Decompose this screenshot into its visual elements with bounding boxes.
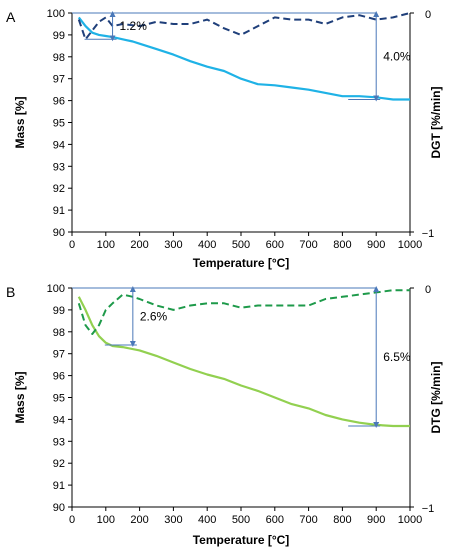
y-tick-label: 92 bbox=[53, 183, 65, 195]
series-line-dtg bbox=[77, 289, 410, 335]
series-line-mass bbox=[77, 16, 410, 101]
x-tick-label: 600 bbox=[266, 239, 284, 251]
y-tick-label: 97 bbox=[53, 349, 65, 361]
x-tick-label: 300 bbox=[164, 514, 182, 526]
y2-axis-title: DGT [%/min] bbox=[429, 87, 443, 159]
y-tick-label: 90 bbox=[53, 227, 65, 239]
y2-tick-label: −1 bbox=[422, 503, 435, 515]
x-tick-label: 900 bbox=[367, 514, 385, 526]
y-tick-label: 97 bbox=[53, 74, 65, 86]
series-line-mass bbox=[77, 296, 410, 428]
y-tick-label: 96 bbox=[53, 96, 65, 108]
annotation-label: 2.6% bbox=[140, 309, 168, 323]
y-tick-label: 100 bbox=[47, 283, 65, 295]
y-tick-label: 94 bbox=[53, 414, 65, 426]
y-tick-label: 91 bbox=[53, 205, 65, 217]
series-line-dtg bbox=[77, 12, 411, 41]
y-tick-label: 96 bbox=[53, 371, 65, 383]
x-tick-label: 100 bbox=[97, 239, 115, 251]
x-tick-label: 500 bbox=[232, 514, 250, 526]
y2-axis-title: DTG [%/min] bbox=[429, 362, 443, 434]
y-tick-label: 100 bbox=[47, 8, 65, 20]
panel-label: B bbox=[6, 284, 15, 300]
annotation-label: 1.2% bbox=[120, 19, 148, 33]
y-tick-label: 95 bbox=[53, 118, 65, 130]
x-tick-label: 900 bbox=[367, 239, 385, 251]
x-tick-label: 800 bbox=[333, 514, 351, 526]
x-tick-label: 400 bbox=[198, 514, 216, 526]
y-tick-label: 93 bbox=[53, 436, 65, 448]
panel-label: A bbox=[6, 9, 16, 25]
x-axis-title: Temperature [°C] bbox=[193, 256, 290, 270]
x-tick-label: 0 bbox=[69, 514, 75, 526]
y-tick-label: 94 bbox=[53, 139, 65, 151]
y-tick-label: 98 bbox=[53, 327, 65, 339]
y-tick-label: 92 bbox=[53, 458, 65, 470]
y-tick-label: 90 bbox=[53, 502, 65, 514]
y-axis-title: Mass [%] bbox=[13, 371, 27, 423]
x-tick-label: 1000 bbox=[398, 514, 422, 526]
x-tick-label: 1000 bbox=[398, 239, 422, 251]
x-tick-label: 500 bbox=[232, 239, 250, 251]
y-tick-label: 95 bbox=[53, 393, 65, 405]
annotation-label: 4.0% bbox=[383, 49, 411, 63]
y2-tick-label: 0 bbox=[425, 9, 431, 21]
x-tick-label: 200 bbox=[130, 239, 148, 251]
x-tick-label: 200 bbox=[130, 514, 148, 526]
x-tick-label: 700 bbox=[299, 514, 317, 526]
y2-tick-label: −1 bbox=[422, 228, 435, 240]
x-tick-label: 100 bbox=[97, 514, 115, 526]
x-axis-title: Temperature [°C] bbox=[193, 533, 290, 547]
x-tick-label: 800 bbox=[333, 239, 351, 251]
y-tick-label: 99 bbox=[53, 30, 65, 42]
y-axis-title: Mass [%] bbox=[13, 96, 27, 148]
panel-b: B0 100 200 300 400 500 600 700 800 900 10009091929… bbox=[6, 283, 443, 547]
x-tick-label: 700 bbox=[299, 239, 317, 251]
panel-a: A0 100 200 300 400 500 600 700 800 900 10009091929… bbox=[6, 8, 443, 270]
x-tick-label: 600 bbox=[266, 514, 284, 526]
x-tick-label: 300 bbox=[164, 239, 182, 251]
y-tick-label: 93 bbox=[53, 161, 65, 173]
x-tick-label: 0 bbox=[69, 239, 75, 251]
y-tick-label: 98 bbox=[53, 52, 65, 64]
y-tick-label: 91 bbox=[53, 480, 65, 492]
y-tick-label: 99 bbox=[53, 305, 65, 317]
x-tick-label: 400 bbox=[198, 239, 216, 251]
y2-tick-label: 0 bbox=[425, 284, 431, 296]
annotation-label: 6.5% bbox=[383, 350, 411, 364]
